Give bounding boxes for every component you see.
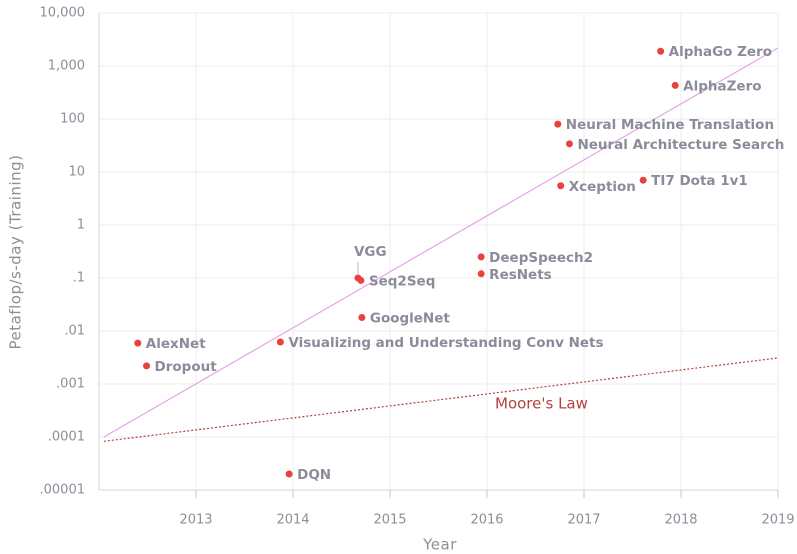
y-tick-label: .001 bbox=[56, 377, 85, 392]
y-tick-label: .1 bbox=[73, 271, 85, 286]
point-label: AlexNet bbox=[146, 336, 206, 352]
trend-line bbox=[103, 47, 779, 438]
point-label: AlphaZero bbox=[683, 78, 761, 94]
data-point bbox=[477, 253, 485, 261]
data-point bbox=[554, 120, 562, 128]
data-point bbox=[358, 313, 366, 321]
point-label: TI7 Dota 1v1 bbox=[651, 173, 748, 189]
trend-line bbox=[103, 357, 779, 442]
point-label: Dropout bbox=[155, 359, 218, 375]
data-point bbox=[639, 176, 647, 184]
x-tick-label: 2019 bbox=[761, 513, 794, 528]
point-label: Visualizing and Understanding Conv Nets bbox=[288, 335, 603, 351]
x-axis-label: Year bbox=[422, 536, 457, 554]
y-axis-label: Petaflop/s-day (Training) bbox=[7, 155, 25, 350]
data-point bbox=[657, 47, 665, 55]
y-tick-label: 10 bbox=[68, 165, 85, 180]
point-label: Neural Machine Translation bbox=[566, 117, 774, 133]
point-label: Neural Architecture Search bbox=[577, 137, 784, 153]
data-point bbox=[477, 270, 485, 278]
data-point bbox=[134, 339, 142, 347]
x-tick-label: 2018 bbox=[664, 513, 697, 528]
y-tick-label: 100 bbox=[60, 112, 85, 127]
y-tick-label: 10,000 bbox=[40, 6, 86, 21]
y-tick-label: 1 bbox=[77, 218, 85, 233]
point-label: Seq2Seq bbox=[369, 273, 435, 289]
data-point bbox=[276, 338, 284, 346]
y-tick-label: .0001 bbox=[48, 430, 85, 445]
data-point bbox=[565, 140, 573, 148]
point-label: ResNets bbox=[489, 267, 552, 283]
data-point bbox=[357, 276, 365, 284]
point-label: DeepSpeech2 bbox=[489, 250, 593, 266]
y-tick-label: .00001 bbox=[40, 483, 86, 498]
point-label: DQN bbox=[297, 467, 331, 483]
data-point bbox=[557, 182, 565, 190]
x-tick-label: 2014 bbox=[276, 513, 309, 528]
x-tick-label: 2016 bbox=[470, 513, 503, 528]
point-label: Xception bbox=[569, 179, 636, 195]
data-point bbox=[285, 470, 293, 478]
point-label: GoogleNet bbox=[370, 310, 451, 326]
x-tick-label: 2017 bbox=[567, 513, 600, 528]
x-tick-label: 2015 bbox=[373, 513, 406, 528]
x-tick-label: 2013 bbox=[179, 513, 212, 528]
data-point bbox=[671, 81, 679, 89]
trend-label: Moore's Law bbox=[495, 395, 588, 413]
point-label: VGG bbox=[354, 244, 387, 260]
point-label: AlphaGo Zero bbox=[669, 44, 772, 60]
y-tick-label: .01 bbox=[64, 324, 85, 339]
y-tick-label: 1,000 bbox=[48, 59, 85, 74]
data-point bbox=[143, 362, 151, 370]
